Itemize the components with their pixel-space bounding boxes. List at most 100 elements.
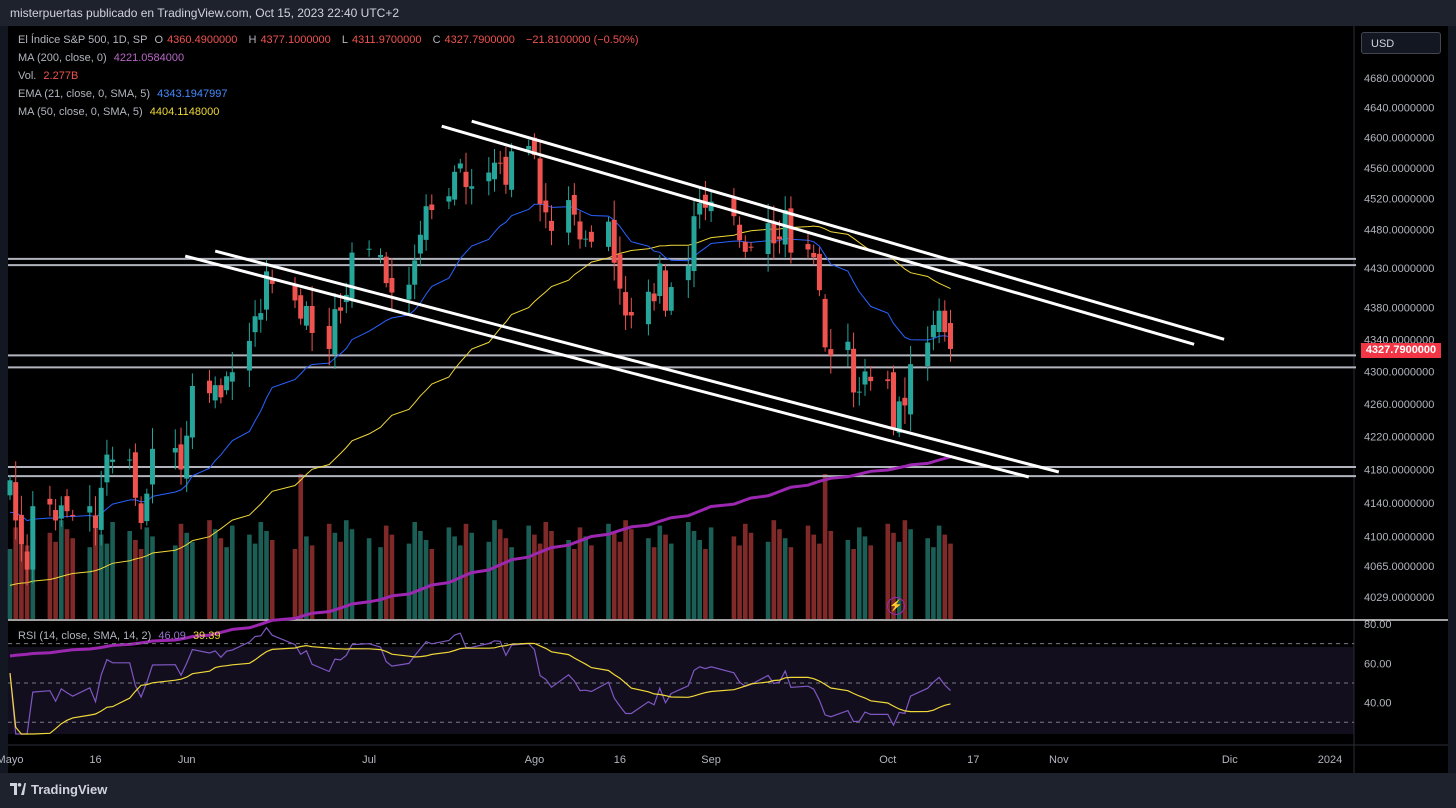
candle-body [7, 480, 13, 496]
volume-bar [93, 525, 98, 619]
volume-bar [703, 549, 708, 619]
candle-body [486, 172, 492, 182]
candle-body [417, 234, 423, 254]
candle-body [885, 379, 891, 382]
volume-bar [948, 543, 953, 619]
candle-body [925, 342, 931, 366]
channel-line-lower [441, 124, 1195, 346]
volume-bar [851, 549, 856, 619]
candle-body [47, 498, 53, 505]
candle-body [588, 231, 594, 242]
volume-bar [805, 525, 811, 619]
candle-body [611, 219, 617, 263]
candle-body [526, 146, 532, 150]
volume-bar [150, 536, 155, 619]
channel-line-lower [184, 254, 1030, 479]
volume-bar [532, 534, 537, 619]
volume-bar [748, 532, 754, 619]
volume-bar [788, 547, 794, 619]
time-axis-label: Oct [879, 754, 896, 766]
volume-bar [606, 523, 611, 619]
channel-line-upper [214, 249, 1060, 474]
volume-bar [309, 545, 315, 619]
volume-bar [697, 540, 702, 619]
volume-bar [537, 543, 543, 619]
volume-bar [338, 541, 343, 619]
volume-bar [212, 529, 218, 619]
candle-body [571, 195, 577, 215]
candle-body [862, 371, 868, 385]
volume-bar [133, 540, 138, 619]
candle-body [309, 305, 315, 333]
candle-body [822, 298, 828, 348]
candle-body [891, 372, 896, 430]
volume-bar [566, 540, 571, 619]
volume-bar [737, 545, 742, 619]
candle-body [303, 305, 309, 326]
candle-body [207, 380, 212, 394]
volume-bar [857, 527, 862, 619]
volume-bar [822, 474, 828, 619]
candle-body [469, 186, 475, 189]
tradingview-logo[interactable]: TradingView [10, 782, 107, 797]
candle-body [851, 348, 857, 393]
time-axis-label: Sep [701, 754, 721, 766]
volume-bar [708, 527, 714, 619]
candle-body [811, 252, 817, 258]
price-axis-label: 4640.0000000 [1364, 103, 1434, 115]
candle-body [708, 201, 714, 212]
volume-bar [743, 523, 748, 619]
volume-bar [572, 549, 577, 619]
candle-body [104, 454, 110, 483]
time-axis-label: Jun [178, 754, 196, 766]
legend-volume: Vol. 2.277B [18, 70, 82, 82]
volume-bar [908, 529, 913, 619]
price-axis-label: 4260.0000000 [1364, 399, 1434, 411]
publish-line: misterpuertas publicado en TradingView.c… [10, 6, 399, 20]
volume-bar [617, 541, 623, 619]
chart-area[interactable]: 80.00 60.00 40.00 4680.0000000 4640.0000000… [0, 0, 1456, 773]
time-axis[interactable]: Mayo 16 Jun Jul Ago 16 Sep Oct 17 Nov Dic 2024 [0, 754, 1342, 766]
candle-body [138, 503, 144, 523]
candlesticks[interactable] [7, 133, 954, 586]
rsi-ma-value: 39.39 [192, 630, 221, 642]
price-axis[interactable]: 4680.0000000 4640.0000000 4600.0000000 4560… [1364, 73, 1434, 604]
volume-bar [811, 534, 816, 619]
volume-bar [59, 520, 64, 619]
candle-body [383, 256, 389, 284]
rsi-label: RSI (14, close, SMA, 14, 2) [18, 630, 152, 642]
rsi-value: 46.09 [158, 630, 186, 642]
price-axis-label: 4520.0000000 [1364, 194, 1434, 206]
candle-body [777, 236, 782, 240]
price-axis-label: 4680.0000000 [1364, 73, 1434, 85]
volume-bar [207, 520, 212, 619]
time-axis-label: Jul [362, 754, 376, 766]
volume-bar [406, 543, 412, 619]
volume-bar [936, 525, 942, 619]
candle-body [269, 279, 275, 284]
candle-body [246, 340, 252, 371]
volume-bar [646, 538, 651, 619]
candle-body [58, 505, 64, 519]
candle-body [298, 295, 304, 319]
candle-body [771, 223, 777, 244]
candle-body [172, 448, 178, 453]
candle-body [577, 221, 583, 240]
volume-bar [543, 522, 549, 619]
volume-bar [304, 536, 309, 619]
trend-channels[interactable] [184, 119, 1225, 479]
candle-body [742, 241, 748, 252]
volume-bar [344, 520, 349, 619]
volume-bar [891, 532, 896, 619]
candle-body [70, 514, 76, 517]
publish-header: misterpuertas publicado en TradingView.c… [0, 0, 1456, 26]
volume-bar [184, 532, 189, 619]
volume-bar [458, 545, 463, 619]
candle-body [224, 376, 230, 391]
bolt-icon[interactable]: ⚡ [887, 597, 905, 615]
volume-bar [349, 529, 355, 619]
volume-bar [469, 532, 474, 619]
volume-bar [70, 538, 75, 619]
volume-bar [87, 547, 93, 619]
currency-button[interactable]: USD [1361, 32, 1441, 54]
